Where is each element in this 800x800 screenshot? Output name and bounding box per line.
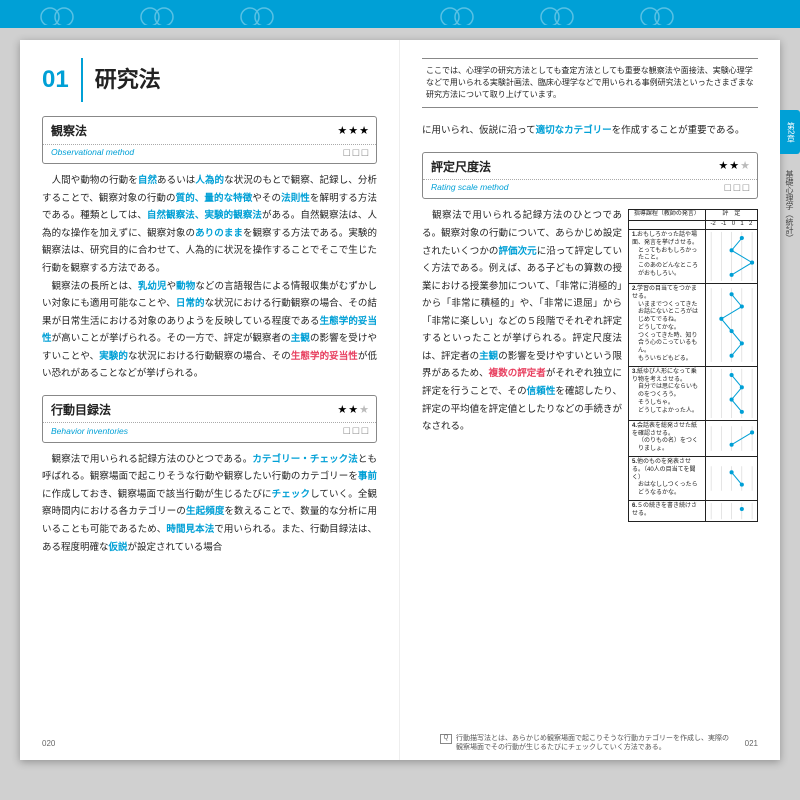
section-1-body-2: 観察法の長所とは、乳幼児や動物などの言語報告による情報収集がむずかしい対象にも適…: [42, 278, 377, 383]
section-3-content: 指導課程（教師の発言）評 定-2-10121.おもしろかった話や場面、発言を挙げ…: [422, 207, 758, 435]
section-1-header: 観察法 ★★★ Observational method ☐☐☐: [42, 116, 377, 164]
footnote: Q 行動描写法とは、あらかじめ観察場面で起こりそうな行動カテゴリーを作成し、実際…: [440, 734, 730, 752]
intro-text: ここでは、心理学の研究方法としても査定方法としても重要な観察法や面接法、実験心理…: [422, 58, 758, 108]
page-number-left: 020: [42, 737, 55, 752]
page-number-right: 021: [745, 737, 758, 752]
chapter-tab: 第2章: [780, 110, 800, 154]
section-1-title-jp: 観察法: [51, 120, 87, 142]
rating-scale-diagram: 指導課程（教師の発言）評 定-2-10121.おもしろかった話や場面、発言を挙げ…: [628, 209, 758, 522]
section-1-body: 人間や動物の行動を自然あるいは人為的な状況のもとで観察、記録し、分析することで、…: [42, 172, 377, 277]
section-1-checkboxes: ☐☐☐: [343, 145, 370, 162]
section-2-header: 行動目録法 ★★★ Behavior inventories ☐☐☐: [42, 395, 377, 443]
chapter-number: 01: [42, 58, 83, 102]
section-2-checkboxes: ☐☐☐: [343, 423, 370, 440]
continuation-text: に用いられ、仮説に沿って適切なカテゴリーを作成することが重要である。: [422, 122, 758, 140]
left-page: 01 研究法 観察法 ★★★ Observational method ☐☐☐ …: [20, 40, 400, 760]
section-1-title-en: Observational method: [51, 145, 134, 161]
section-3-checkboxes: ☐☐☐: [724, 180, 751, 197]
section-2-title-jp: 行動目録法: [51, 399, 111, 421]
chapter-side-label: 基礎心理学（統計）: [781, 170, 796, 242]
section-2-stars: ★★★: [337, 400, 370, 420]
chapter-header: 01 研究法: [42, 58, 377, 102]
right-page: ここでは、心理学の研究方法としても査定方法としても重要な観察法や面接法、実験心理…: [400, 40, 780, 760]
section-3-title-jp: 評定尺度法: [431, 156, 491, 178]
footnote-icon: Q: [440, 734, 452, 744]
section-3-title-en: Rating scale method: [431, 180, 509, 196]
footnote-text: 行動描写法とは、あらかじめ観察場面で起こりそうな行動カテゴリーを作成し、実際の観…: [456, 734, 730, 752]
section-1-stars: ★★★: [337, 121, 370, 141]
section-2-title-en: Behavior inventories: [51, 424, 128, 440]
section-3-stars: ★★★: [718, 156, 751, 176]
section-2-body: 観察法で用いられる記録方法のひとつである。カテゴリー・チェック法とも呼ばれる。観…: [42, 451, 377, 556]
section-3-header: 評定尺度法 ★★★ Rating scale method ☐☐☐: [422, 152, 758, 200]
chapter-title: 研究法: [83, 58, 161, 102]
